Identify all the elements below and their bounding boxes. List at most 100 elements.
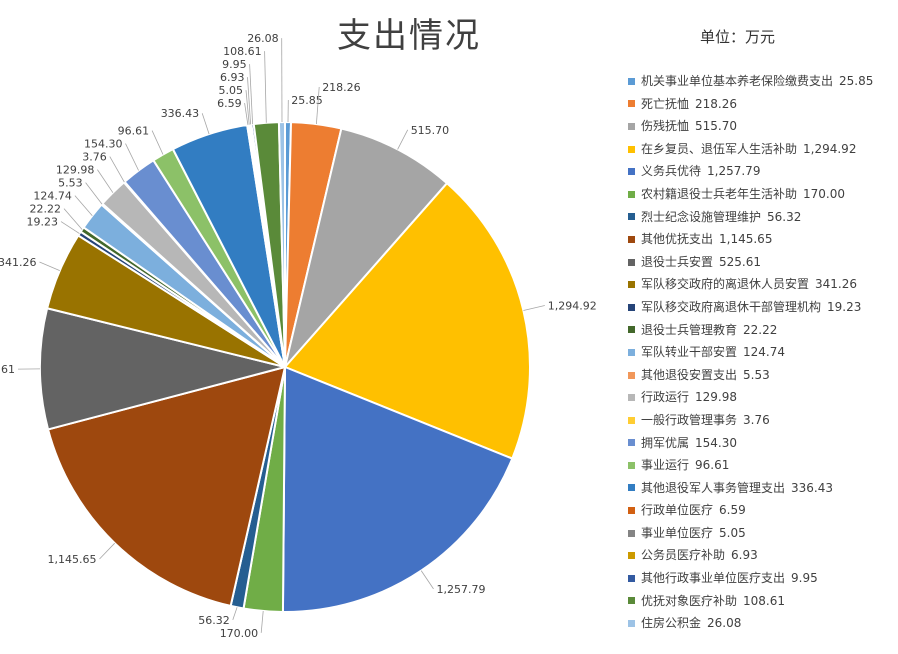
legend-swatch xyxy=(628,416,635,424)
leader-line-23 xyxy=(249,64,253,125)
legend-label: 军队移交政府离退休干部管理机构 xyxy=(641,299,822,314)
legend-swatch xyxy=(628,348,635,356)
legend-swatch xyxy=(628,484,635,492)
legend-label: 一般行政管理事务 xyxy=(641,412,738,427)
legend-value: 3.76 xyxy=(743,412,770,427)
data-label-23: 9.95 xyxy=(222,58,247,71)
legend-swatch xyxy=(628,529,635,537)
legend-swatch xyxy=(628,371,635,379)
legend-swatch xyxy=(628,461,635,469)
leader-line-11 xyxy=(60,221,80,234)
legend-label: 其他优抚支出 xyxy=(641,232,714,247)
legend-label: 烈士纪念设施管理维护 xyxy=(641,209,762,224)
leader-line-22 xyxy=(247,77,251,125)
legend-swatch xyxy=(628,394,635,402)
legend-label: 事业运行 xyxy=(641,458,690,473)
data-label-6: 170.00 xyxy=(220,627,259,640)
legend-label: 死亡抚恤 xyxy=(641,96,690,111)
chart-title: 支出情况 xyxy=(337,16,481,56)
leader-line-8 xyxy=(99,542,115,560)
legend-item-9: 退役士兵安置 525.61 xyxy=(628,251,896,274)
legend-value: 26.08 xyxy=(707,616,742,631)
data-label-16: 3.76 xyxy=(82,151,107,164)
legend-value: 1,145.65 xyxy=(719,232,773,247)
legend-label: 军队转业干部安置 xyxy=(641,345,738,360)
legend-swatch xyxy=(628,122,635,130)
legend-label: 军队移交政府的离退休人员安置 xyxy=(641,277,810,292)
legend-label: 拥军优属 xyxy=(641,435,690,450)
legend-item-11: 军队移交政府离退休干部管理机构 19.23 xyxy=(628,296,896,319)
legend-item-14: 其他退役安置支出 5.53 xyxy=(628,364,896,387)
legend-value: 170.00 xyxy=(803,186,846,201)
legend-item-1: 机关事业单位基本养老保险缴费支出 25.85 xyxy=(628,70,896,93)
leader-line-21 xyxy=(245,90,250,125)
legend-value: 525.61 xyxy=(719,254,762,269)
legend-label: 其他行政事业单位医疗支出 xyxy=(641,571,786,586)
legend-item-2: 死亡抚恤 218.26 xyxy=(628,93,896,116)
unit-label: 单位：万元 xyxy=(700,28,776,46)
data-label-11: 19.23 xyxy=(27,216,59,229)
data-label-9: 525.61 xyxy=(0,363,15,376)
legend-label: 退役士兵安置 xyxy=(641,254,714,269)
legend-item-22: 公务员医疗补助 6.93 xyxy=(628,544,896,567)
legend-swatch xyxy=(628,235,635,243)
legend-swatch xyxy=(628,100,635,108)
pie-slice-8 xyxy=(46,365,287,608)
legend-value: 341.26 xyxy=(815,277,858,292)
legend-value: 124.74 xyxy=(743,345,786,360)
legend-value: 6.59 xyxy=(719,503,746,518)
pie-slice-9 xyxy=(39,307,286,431)
legend-label: 其他退役军人事务管理支出 xyxy=(641,480,786,495)
leader-line-3 xyxy=(397,129,409,150)
legend-item-19: 其他退役军人事务管理支出 336.43 xyxy=(628,477,896,500)
legend-swatch xyxy=(628,303,635,311)
chart-legend: 机关事业单位基本养老保险缴费支出 25.85 死亡抚恤 218.26 伤残抚恤 515.7… xyxy=(628,70,896,635)
legend-item-16: 一般行政管理事务 3.76 xyxy=(628,409,896,432)
legend-item-5: 义务兵优待 1,257.79 xyxy=(628,160,896,183)
legend-swatch xyxy=(628,190,635,198)
legend-value: 19.23 xyxy=(827,299,862,314)
data-label-1: 25.85 xyxy=(291,94,323,107)
legend-value: 6.93 xyxy=(731,548,758,563)
data-label-12: 22.22 xyxy=(30,203,62,216)
legend-label: 机关事业单位基本养老保险缴费支出 xyxy=(641,74,834,88)
data-label-7: 56.32 xyxy=(198,614,230,627)
legend-item-21: 事业单位医疗 5.05 xyxy=(628,522,896,545)
legend-item-6: 农村籍退役士兵老年生活补助 170.00 xyxy=(628,183,896,206)
legend-swatch xyxy=(628,326,635,334)
legend-label: 优抚对象医疗补助 xyxy=(641,593,738,608)
legend-value: 25.85 xyxy=(839,74,874,88)
legend-value: 1,294.92 xyxy=(803,141,857,156)
data-label-4: 1,294.92 xyxy=(548,300,597,313)
data-label-14: 5.53 xyxy=(58,177,83,190)
legend-swatch xyxy=(628,552,635,560)
leader-line-14 xyxy=(85,182,103,205)
legend-label: 住房公积金 xyxy=(641,616,702,631)
data-label-24: 108.61 xyxy=(223,45,262,58)
legend-item-12: 退役士兵管理教育 22.22 xyxy=(628,319,896,342)
legend-value: 96.61 xyxy=(695,458,730,473)
legend-item-13: 军队转业干部安置 124.74 xyxy=(628,341,896,364)
leader-line-17 xyxy=(125,143,139,171)
data-label-25: 26.08 xyxy=(247,32,279,45)
legend-item-8: 其他优抚支出 1,145.65 xyxy=(628,228,896,251)
data-label-3: 515.70 xyxy=(411,124,450,137)
legend-item-25: 住房公积金 26.08 xyxy=(628,612,896,635)
legend-item-20: 行政单位医疗 6.59 xyxy=(628,499,896,522)
data-label-13: 124.74 xyxy=(33,190,72,203)
leader-line-12 xyxy=(63,208,83,230)
pie-chart: 25.85218.26515.701,294.921,257.79170.005… xyxy=(0,32,597,640)
legend-value: 9.95 xyxy=(791,571,818,586)
leader-line-5 xyxy=(420,570,434,590)
legend-item-24: 优抚对象医疗补助 108.61 xyxy=(628,590,896,613)
leader-line-2 xyxy=(316,86,320,125)
legend-value: 108.61 xyxy=(743,593,786,608)
leader-line-15 xyxy=(97,169,114,193)
legend-swatch xyxy=(628,620,635,628)
legend-swatch xyxy=(628,77,635,85)
leader-line-18 xyxy=(151,130,164,155)
legend-label: 伤残抚恤 xyxy=(641,119,690,134)
leader-line-6 xyxy=(260,610,264,633)
legend-label: 其他退役安置支出 xyxy=(641,367,738,382)
data-label-19: 336.43 xyxy=(161,107,200,120)
